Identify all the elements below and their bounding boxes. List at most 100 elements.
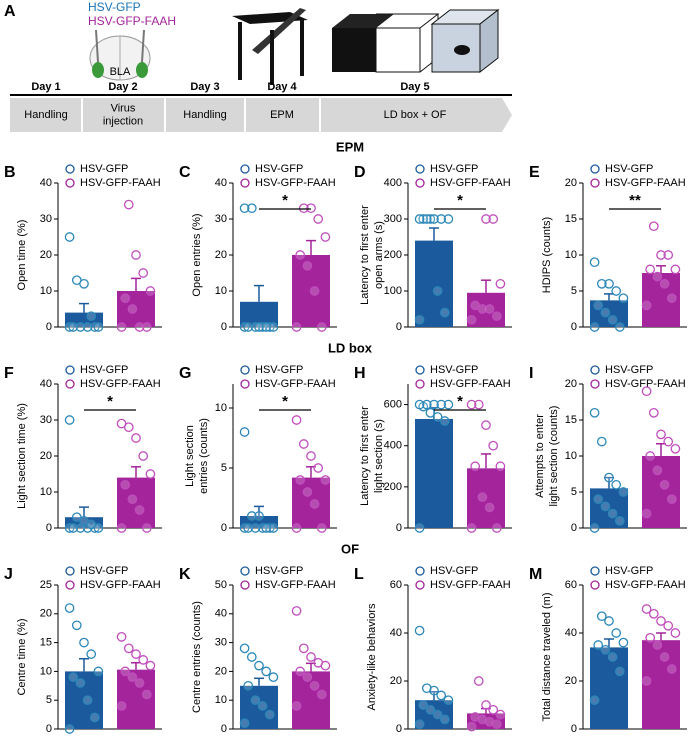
legend-marker — [240, 164, 250, 174]
data-point — [589, 523, 600, 533]
legend-marker — [65, 379, 75, 389]
data-point — [295, 666, 306, 677]
data-point — [589, 407, 600, 418]
data-point — [254, 511, 264, 521]
error-bar — [604, 293, 614, 301]
data-point — [243, 680, 254, 691]
legend-label: HSV-GFP-FAAH — [430, 579, 511, 591]
data-point — [656, 429, 666, 440]
bar — [415, 240, 453, 327]
data-point — [495, 709, 506, 720]
data-point — [298, 643, 309, 654]
data-point — [302, 260, 313, 271]
stage-label: Handling — [183, 109, 226, 121]
legend-label: HSV-GFP — [605, 364, 653, 376]
data-point — [254, 322, 264, 332]
day-label: Day 2 — [108, 81, 137, 93]
data-point — [439, 416, 450, 426]
panel-letter: M — [529, 566, 542, 583]
data-point — [443, 695, 454, 706]
data-point — [243, 322, 254, 332]
legend-marker — [590, 365, 600, 375]
data-point — [309, 680, 320, 691]
data-point — [291, 523, 302, 533]
data-point — [141, 322, 152, 332]
panel-letter: I — [529, 365, 533, 382]
data-point — [306, 652, 316, 662]
data-point — [82, 695, 93, 706]
y-tick-label: 25 — [40, 579, 52, 591]
y-tick-label: 20 — [565, 675, 577, 687]
data-point — [89, 712, 100, 723]
data-point — [309, 286, 320, 296]
data-point — [127, 494, 138, 505]
error-bar — [429, 227, 439, 241]
y-tick-label: 200 — [384, 481, 402, 493]
data-point — [261, 523, 272, 533]
y-tick-label: 0 — [571, 321, 577, 333]
y-axis-label: Total distance traveled (m) — [541, 593, 553, 722]
data-point — [645, 264, 656, 275]
y-tick-label: 20 — [565, 378, 577, 390]
panel-letter: B — [4, 164, 16, 181]
error-bar — [131, 277, 141, 291]
data-point — [484, 502, 495, 513]
legend-marker — [65, 178, 75, 188]
data-point — [618, 487, 629, 497]
data-point — [429, 399, 439, 410]
data-point — [79, 637, 89, 648]
stage-label: LD box + OF — [384, 109, 447, 121]
y-axis-label: Centre entries (counts) — [191, 601, 203, 713]
data-point — [589, 257, 600, 268]
ld-box-illustration — [332, 8, 500, 74]
data-point — [593, 300, 604, 311]
data-point — [611, 479, 622, 490]
legend-label: HSV-GFP — [430, 364, 478, 376]
legend-marker — [590, 566, 600, 576]
y-tick-label: 10 — [40, 665, 52, 677]
y-tick-label: 300 — [384, 213, 402, 225]
significance-label: ** — [629, 192, 641, 209]
y-tick-label: 20 — [565, 177, 577, 189]
y-tick-label: 10 — [215, 402, 227, 414]
data-point — [86, 649, 97, 659]
legend-label: HSV-GFP — [430, 163, 478, 175]
data-point — [302, 672, 313, 683]
data-point — [134, 322, 145, 332]
y-tick-label: 40 — [40, 177, 52, 189]
data-point — [309, 499, 320, 509]
data-point — [239, 427, 250, 437]
y-tick-label: 10 — [565, 450, 577, 462]
day-label: Day 1 — [31, 81, 60, 93]
data-point — [261, 666, 272, 677]
section-heading: OF — [341, 541, 359, 556]
error-bar — [604, 476, 614, 489]
data-point — [295, 475, 306, 485]
data-point — [295, 250, 306, 260]
data-point — [432, 286, 443, 296]
y-tick-label: 400 — [384, 177, 402, 189]
legend-label: HSV-GFP-FAAH — [605, 378, 686, 390]
data-point — [600, 501, 611, 512]
data-point — [71, 620, 82, 631]
data-point — [429, 214, 439, 224]
data-point — [246, 652, 257, 662]
data-point — [656, 616, 666, 626]
data-point — [641, 386, 652, 397]
data-point — [473, 399, 484, 410]
data-point — [246, 511, 257, 521]
data-point — [470, 300, 481, 311]
data-point — [261, 322, 272, 332]
data-point — [481, 214, 491, 224]
data-point — [320, 232, 331, 242]
data-point — [596, 611, 607, 622]
data-point — [466, 523, 477, 533]
data-point — [120, 293, 131, 304]
data-point — [443, 214, 454, 224]
data-point — [466, 721, 477, 732]
data-point — [64, 232, 75, 242]
data-point — [316, 322, 327, 332]
legend-label: HSV-GFP — [80, 163, 128, 175]
y-tick-label: 0 — [46, 321, 52, 333]
